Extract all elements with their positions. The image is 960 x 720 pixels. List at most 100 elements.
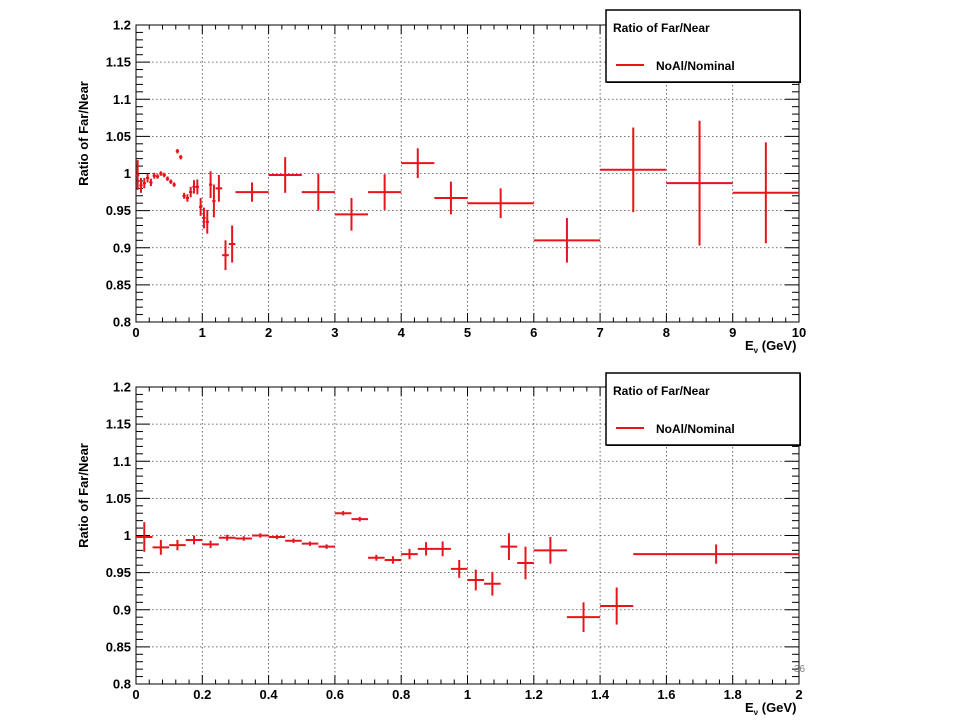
data-point <box>185 535 203 545</box>
data-point <box>202 207 206 229</box>
data-point <box>417 542 435 556</box>
data-point <box>334 510 352 516</box>
data-point <box>218 534 236 541</box>
y-tick-label: 1.15 <box>106 55 131 70</box>
data-point <box>401 148 435 178</box>
legend-frame <box>605 372 801 446</box>
data-point <box>500 533 518 561</box>
y-tick-label: 0.85 <box>106 639 131 654</box>
x-tick-label: 2 <box>265 325 272 340</box>
x-tick-label: 0 <box>132 687 139 702</box>
legend-box: Ratio of Far/Near NoAl/Nominal <box>605 372 801 446</box>
data-point <box>222 240 229 271</box>
y-tick-label: 0.85 <box>106 277 131 292</box>
data-point <box>145 173 150 183</box>
slide-number: 36 <box>794 664 806 675</box>
data-point <box>152 172 156 179</box>
data-point <box>401 548 418 560</box>
y-tick-label: 1 <box>124 528 131 543</box>
data-point <box>533 536 567 564</box>
data-point <box>368 554 385 561</box>
x-tick-label: 1 <box>199 325 206 340</box>
data-point <box>182 192 186 199</box>
y-tick-label: 0.95 <box>106 203 131 218</box>
data-point <box>633 544 799 564</box>
legend-frame <box>605 9 801 83</box>
x-tick-label: 5 <box>464 325 471 340</box>
data-point <box>185 194 190 202</box>
y-axis-ticks: 0.8 0.85 0.9 0.95 1 1.05 1.1 1.15 1.2 <box>106 380 799 692</box>
data-point <box>159 171 163 176</box>
x-tick-label: 0.4 <box>260 687 279 702</box>
data-point <box>285 538 302 543</box>
data-point <box>384 556 402 564</box>
data-point <box>169 179 173 184</box>
x-tick-label: 10 <box>792 325 806 340</box>
y-tick-label: 1 <box>124 166 131 181</box>
x-tick-label: 8 <box>663 325 670 340</box>
y-tick-label: 0.8 <box>113 315 131 330</box>
y-tick-label: 0.9 <box>113 240 131 255</box>
data-point <box>155 174 160 179</box>
data-series <box>136 510 799 633</box>
data-point <box>517 546 534 580</box>
x-tick-label: 6 <box>530 325 537 340</box>
data-point <box>212 184 216 218</box>
y-tick-label: 1.05 <box>106 491 131 506</box>
y-axis-title: Ratio of Far/Near <box>76 81 91 186</box>
data-point <box>136 160 140 190</box>
chart-bottom: 0 0.2 0.4 0.6 0.8 1 1.2 1.4 1.6 1.8 2 0.8 0.85 0.9 0.9… <box>76 372 803 717</box>
data-point <box>252 533 269 538</box>
data-point <box>301 173 335 211</box>
data-point <box>533 218 601 263</box>
x-tick-label: 0.6 <box>326 687 344 702</box>
data-point <box>179 154 183 160</box>
legend-box: Ratio of Far/Near NoAl/Nominal <box>605 9 801 83</box>
data-point <box>434 181 468 215</box>
data-point <box>368 174 402 210</box>
x-tick-label: 0 <box>132 325 139 340</box>
data-point <box>450 560 468 578</box>
data-point <box>139 177 143 193</box>
legend-title: Ratio of Far/Near <box>613 384 710 398</box>
data-point <box>205 209 209 234</box>
x-tick-label: 1.8 <box>724 687 742 702</box>
data-point <box>301 541 319 546</box>
data-point <box>351 516 369 522</box>
data-point <box>467 188 534 219</box>
data-point <box>195 179 199 195</box>
data-point <box>666 120 733 246</box>
y-tick-label: 0.9 <box>113 602 131 617</box>
data-point <box>136 522 153 552</box>
data-point <box>152 539 170 555</box>
y-tick-label: 0.95 <box>106 565 131 580</box>
x-tick-label: 0.8 <box>392 687 410 702</box>
x-tick-label: 3 <box>331 325 338 340</box>
data-point <box>142 177 146 189</box>
data-point <box>268 157 302 193</box>
data-point <box>566 602 601 633</box>
data-point <box>215 174 223 202</box>
x-tick-label: 1.6 <box>657 687 675 702</box>
data-series <box>136 120 799 271</box>
data-point <box>202 540 219 549</box>
x-tick-label: 1.4 <box>591 687 610 702</box>
data-point <box>208 171 213 199</box>
x-tick-label: 0.2 <box>193 687 211 702</box>
y-tick-label: 1.15 <box>106 417 131 432</box>
data-point <box>228 225 236 263</box>
y-tick-label: 0.8 <box>113 677 131 692</box>
chart-top: 0 1 2 3 4 5 6 7 8 9 10 0.8 0.85 0.9 0.95 1 1.05 1.1 1.15 1.… <box>76 9 806 355</box>
legend-title: Ratio of Far/Near <box>613 21 710 35</box>
y-axis-ticks: 0.8 0.85 0.9 0.95 1 1.05 1.1 1.15 1.2 <box>106 18 799 330</box>
y-tick-label: 1.05 <box>106 129 131 144</box>
y-tick-label: 1.1 <box>113 454 131 469</box>
data-point <box>600 127 667 213</box>
data-point <box>172 182 176 187</box>
data-point <box>162 172 166 178</box>
legend-entry: NoAl/Nominal <box>656 422 735 436</box>
data-point <box>467 569 485 591</box>
y-tick-label: 1.1 <box>113 92 131 107</box>
data-point <box>165 176 170 181</box>
data-point <box>318 544 335 549</box>
